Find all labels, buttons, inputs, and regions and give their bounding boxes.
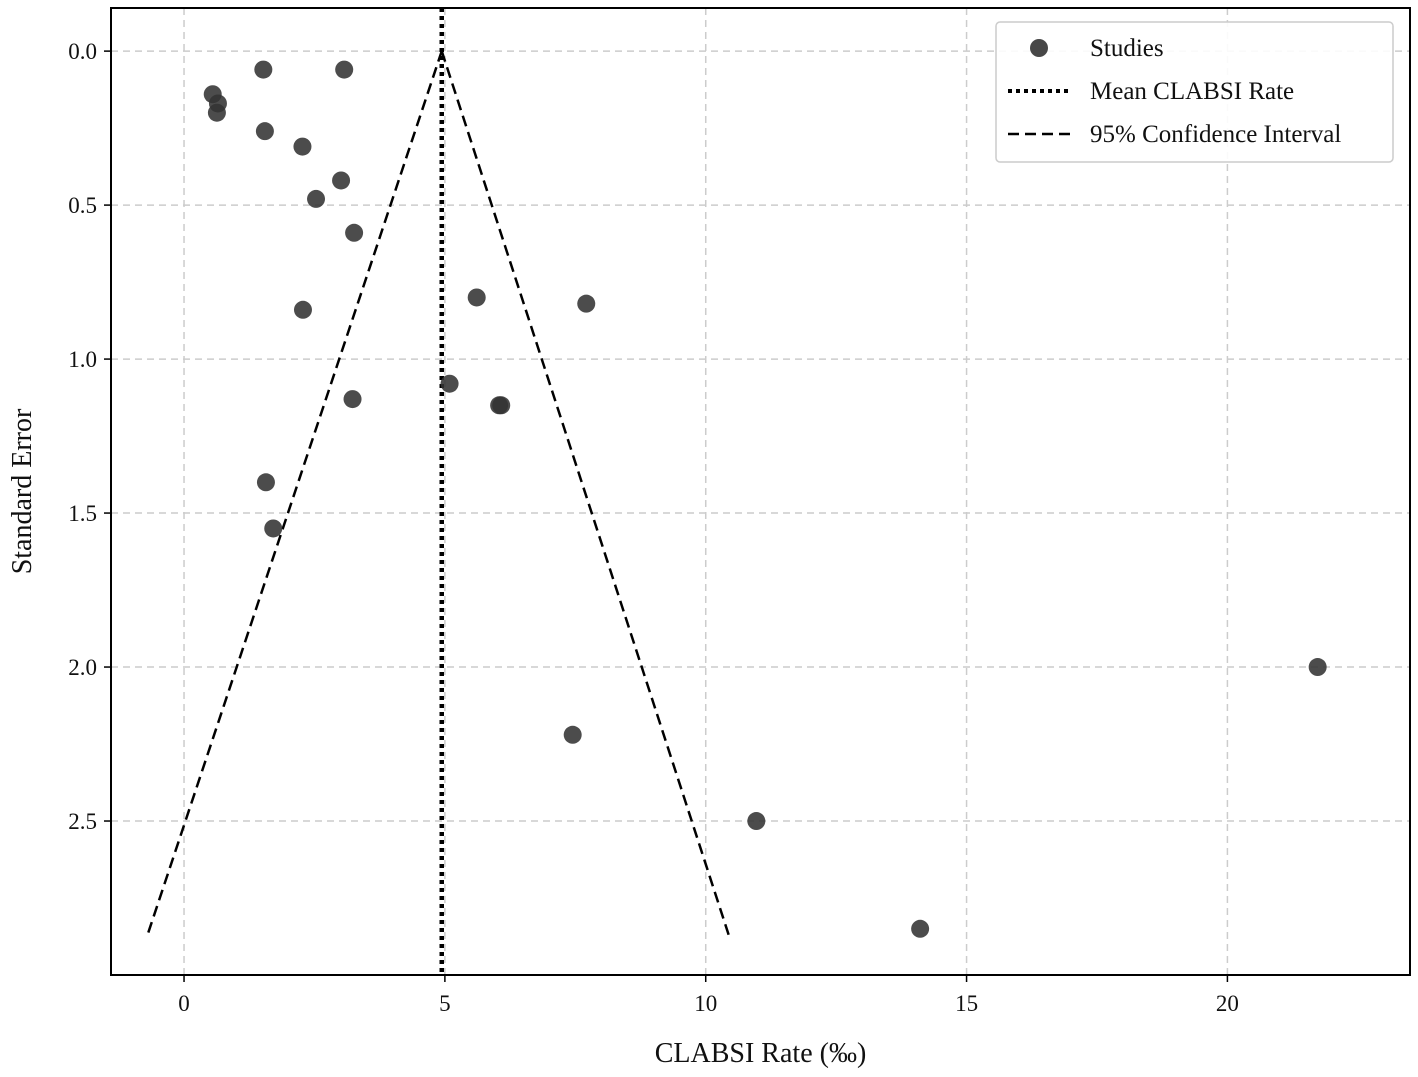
study-point — [492, 396, 511, 415]
y-axis-ticks: 0.0 0.5 1.0 1.5 2.0 2.5 — [68, 39, 111, 834]
study-point — [256, 473, 275, 492]
study-point — [264, 519, 283, 538]
legend-label-ci: 95% Confidence Interval — [1090, 121, 1341, 148]
legend: Studies Mean CLABSI Rate 95% Confidence … — [995, 21, 1394, 163]
x-axis-label: CLABSI Rate (‰) — [655, 1038, 867, 1069]
study-point — [1308, 658, 1327, 677]
x-tick-label: 5 — [439, 991, 451, 1016]
x-tick-label: 10 — [694, 991, 717, 1016]
x-tick-label: 15 — [955, 991, 978, 1016]
study-point — [293, 137, 312, 156]
study-point — [467, 288, 486, 307]
study-point — [307, 189, 326, 208]
study-point — [293, 300, 312, 319]
legend-marker-studies — [1030, 39, 1048, 57]
grid — [111, 8, 1410, 975]
study-point — [343, 390, 362, 409]
study-point — [254, 60, 273, 79]
study-point — [332, 171, 351, 190]
y-tick-label: 1.5 — [68, 501, 97, 526]
y-tick-label: 2.5 — [68, 809, 97, 834]
ci-line-left — [145, 50, 443, 939]
legend-label-mean: Mean CLABSI Rate — [1090, 78, 1294, 105]
ci-line-right — [440, 50, 731, 939]
study-point — [255, 122, 274, 141]
y-tick-label: 0.5 — [68, 193, 97, 218]
y-tick-label: 1.0 — [68, 347, 97, 372]
y-tick-label: 0.0 — [68, 39, 97, 64]
study-point — [440, 374, 459, 393]
legend-box — [995, 21, 1394, 163]
study-point — [335, 60, 354, 79]
study-point — [911, 919, 930, 938]
y-tick-label: 2.0 — [68, 655, 97, 680]
x-tick-label: 0 — [178, 991, 190, 1016]
legend-label-studies: Studies — [1090, 35, 1164, 62]
study-points — [203, 60, 1327, 938]
study-point — [207, 103, 226, 122]
study-point — [345, 223, 364, 242]
plot-area-frame — [110, 7, 1411, 976]
confidence-interval-lines — [145, 50, 731, 939]
x-axis-ticks: 0 5 10 15 20 — [178, 975, 1239, 1016]
x-tick-label: 20 — [1216, 991, 1239, 1016]
y-axis-label: Standard Error — [7, 408, 38, 574]
study-point — [563, 725, 582, 744]
study-point — [747, 812, 766, 831]
study-point — [577, 294, 596, 313]
